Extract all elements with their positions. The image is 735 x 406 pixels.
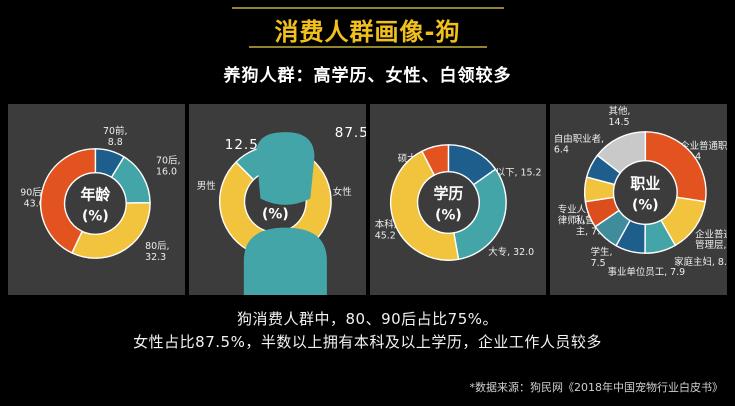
donut-center-unit: (%) [435, 207, 462, 223]
gender-chart-panel: 性别(%) 男性 12.5 87.5 女性 [188, 104, 366, 295]
education-donut-chart: 高中及以下, 15.2大专, 32.0本科,45.2硕士及以上, 7.6学历(%… [374, 144, 541, 261]
slice-label: 家庭主妇, 8.3 [674, 256, 727, 268]
summary-line-2: 女性占比87.5%，半数以上拥有本科及以上学历，企业工作人员较多 [133, 333, 602, 351]
donut-center-title: 职业 [631, 175, 661, 193]
page-title: 消费人群画像-狗 [274, 18, 461, 46]
slice-label: 企业普通管理层, [695, 228, 727, 251]
slice-label: 学生, 7.5 [591, 246, 613, 269]
slice-label: 70前, 8.8 [103, 125, 127, 148]
slice-label: 90后, 43.0 [20, 188, 44, 210]
slice-label: 70后, 16.0 [156, 156, 180, 178]
male-person-icon [243, 132, 327, 295]
slice-label: 大专, 32.0 [488, 246, 534, 258]
age-donut-chart: 70前, 8.8 70后, 16.0 80后, 32.3 90后, 43.0 年龄 (%) [20, 125, 180, 263]
female-caption: 女性 [332, 187, 352, 198]
female-person-icon [333, 146, 366, 295]
male-value-callout: 12.5 [224, 137, 259, 153]
subtitle: 养狗人群：高学历、女性、白领较多 [223, 66, 512, 86]
donut-slice-大专 [452, 168, 507, 260]
occupation-chart-panel: 企业普通职员,27.4企业普通管理层,家庭主妇, 8.3事业单位员工, 7.9学… [550, 104, 727, 295]
data-source-note: *数据来源：狗民网《2018年中国宠物行业白皮书》 [469, 381, 724, 394]
summary-line-1: 狗消费人群中，80、90后占比75%。 [236, 310, 498, 328]
slice-label: 事业单位员工, 7.9 [608, 266, 686, 278]
donut-center-unit: (%) [632, 197, 659, 213]
donut-center-title: 年龄 [80, 186, 110, 204]
donut-slice-硕士及以上 [420, 144, 449, 176]
female-value-callout: 87.5 [334, 125, 366, 141]
slice-label: 自由职业者, 6.4 [554, 133, 604, 156]
title-underline [248, 46, 487, 48]
age-chart-panel: 70前, 8.8 70后, 16.0 80后, 32.3 90后, 43.0 年龄 (%) [8, 104, 185, 295]
male-caption: 男性 [196, 181, 216, 192]
donut-center-unit: (%) [82, 208, 109, 224]
slice-label: 其他, 14.5 [609, 105, 631, 128]
charts-row: 70前,8.8 70后,16.0 80后,32.3 90后,43.0 年龄 (%) 性别(… [8, 104, 727, 295]
slice-label: 80后, 32.3 [145, 241, 169, 263]
occupation-donut-chart: 企业普通职员,27.4企业普通管理层,家庭主妇, 8.3事业单位员工, 7.9学… [554, 105, 727, 278]
donut-slice-90后 [39, 148, 97, 254]
summary-text: 狗消费人群中，80、90后占比75%。 女性占比87.5%，半数以上拥有本科及以… [0, 308, 735, 354]
donut-center-title: 学历 [433, 185, 463, 203]
donut-slice-企业普通职员 [644, 131, 707, 203]
education-chart-panel: 高中及以下, 15.2大专, 32.0本科,45.2硕士及以上, 7.6学历(%… [369, 104, 547, 295]
donut-slice-本科 [389, 150, 459, 261]
slice-label: 本科, 45.2 [374, 218, 396, 241]
donut-center-unit: (%) [262, 206, 289, 222]
donut-slice-其他 [596, 131, 647, 174]
title-overline [231, 7, 504, 9]
